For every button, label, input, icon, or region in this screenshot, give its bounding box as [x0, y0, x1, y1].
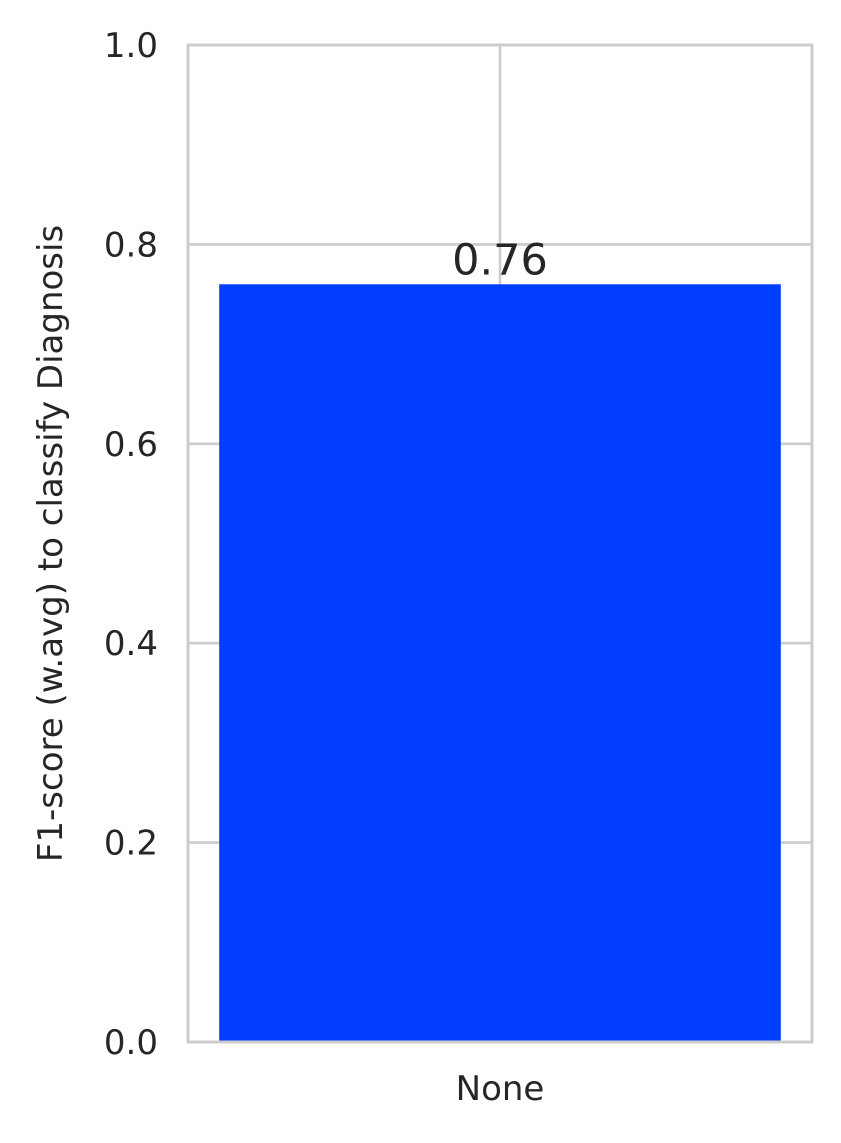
data-labels: 0.76 [452, 235, 548, 285]
bar [219, 284, 781, 1042]
y-tick-label: 0.4 [104, 624, 158, 664]
y-tick-labels: 0.0 0.2 0.4 0.6 0.8 1.0 [104, 26, 158, 1063]
x-tick-label: None [456, 1069, 545, 1109]
y-tick-label: 1.0 [104, 26, 158, 66]
x-tick-labels: None [456, 1069, 545, 1109]
bars [219, 284, 781, 1042]
y-tick-label: 0.2 [104, 824, 158, 864]
data-label: 0.76 [452, 235, 548, 285]
y-axis-label: F1-score (w.avg) to classify Diagnosis [31, 225, 71, 862]
plot-frame [186, 43, 814, 1044]
y-tick-label: 0.8 [104, 225, 158, 265]
y-tick-label: 0.0 [104, 1023, 158, 1063]
y-tick-label: 0.6 [104, 425, 158, 465]
